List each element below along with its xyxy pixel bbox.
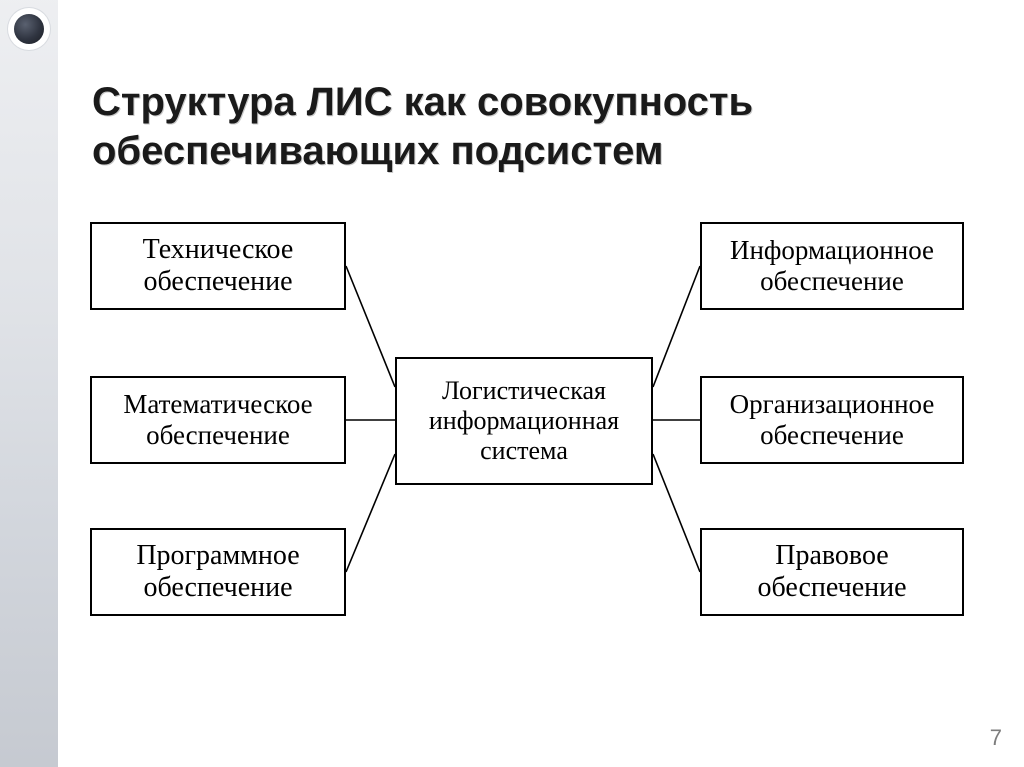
slide-sidebar-deco (0, 0, 58, 767)
node-org: Организационное обеспечение (700, 376, 964, 464)
node-prog: Программное обеспечение (90, 528, 346, 616)
diagram-container: Логистическая информационная система Техн… (74, 222, 974, 652)
node-legal: Правовое обеспечение (700, 528, 964, 616)
slide-title: Структура ЛИС как совокупность обеспечив… (92, 78, 952, 176)
edge-center-tech (346, 266, 395, 387)
edge-center-info (653, 266, 700, 387)
page-number: 7 (990, 725, 1002, 751)
node-tech: Техническое обеспечение (90, 222, 346, 310)
node-math: Математическое обеспечение (90, 376, 346, 464)
edge-center-prog (346, 454, 395, 572)
node-center: Логистическая информационная система (395, 357, 653, 485)
node-info: Информационное обеспечение (700, 222, 964, 310)
slide-bullet-deco (14, 14, 44, 44)
edge-center-legal (653, 454, 700, 572)
